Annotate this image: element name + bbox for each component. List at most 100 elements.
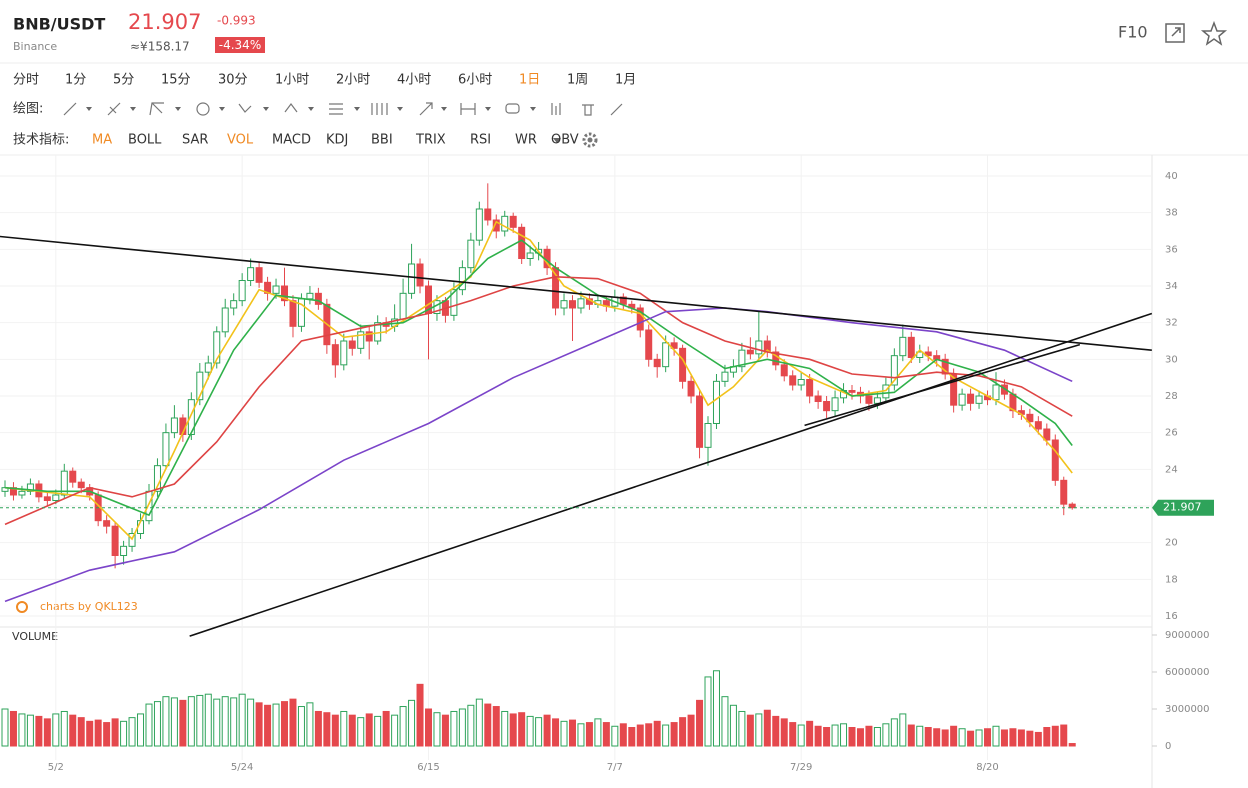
volume-bar [264,704,272,747]
f10-button[interactable]: F10 [1118,23,1148,42]
candle-body [789,375,797,386]
candle-body [475,208,483,241]
candle-body [348,340,356,349]
volume-bar [712,670,720,747]
cny-price: ≈¥158.17 [130,40,190,54]
period-tab[interactable]: 4小时 [397,73,431,88]
candle-body [255,267,263,283]
draw-tools[interactable] [63,102,623,116]
indicator-tab[interactable]: VOL [227,133,254,148]
period-tab[interactable]: 1日 [519,73,540,88]
candle-body [331,344,339,366]
indicator-tab[interactable]: SAR [182,133,208,148]
volume-bar [916,725,924,747]
candle-body [467,239,475,269]
candle-body [281,285,289,302]
period-tab[interactable]: 2小时 [336,73,370,88]
candle-body [272,285,280,294]
candle-body [408,263,416,294]
period-tab[interactable]: 1周 [567,73,588,88]
fullscreen-icon[interactable] [1165,23,1185,43]
volume-bar [331,714,339,747]
volume-bar [975,729,983,747]
candle-body [806,379,814,397]
indicator-tab[interactable]: WR [515,133,537,148]
candle-body [526,252,534,259]
indicator-tab[interactable]: MACD [272,133,311,148]
candle-body [399,292,407,320]
volume-bar [1,708,9,747]
change: -0.993 [217,14,256,28]
period-tab[interactable]: 1分 [65,73,86,88]
volume-bar [585,722,593,747]
volume-bar [823,727,831,747]
volume-tick-label: 0 [1165,741,1171,752]
candle-body [77,481,85,489]
volume-bar [670,722,678,747]
volume-bar [52,713,60,747]
candle-body [696,395,704,448]
volume-bar [848,727,856,747]
candle-body [967,393,975,404]
volume-bar [856,728,864,747]
candle-body [18,490,26,496]
volume-bar [1017,729,1025,747]
volume-bar [526,715,534,747]
volume-bar [814,725,822,747]
period-tab[interactable]: 5分 [113,73,134,88]
moving-average-line [4,220,1073,541]
candle-body [162,432,170,467]
candle-body [899,336,907,357]
volume-bar [289,698,297,747]
dropdown-arrows[interactable] [86,107,561,143]
moving-average-line [4,276,1073,526]
indicator-tab[interactable]: BBI [371,133,393,148]
period-tab[interactable]: 分时 [13,73,39,88]
indicator-tab[interactable]: TRIX [415,133,446,148]
candle-body [577,298,585,309]
volume-bar [941,729,949,747]
exchange: Binance [13,40,57,53]
change-pct: -4.34% [219,38,261,52]
period-tab[interactable]: 1小时 [275,73,309,88]
candle-body [679,347,687,382]
volume-bar [763,709,771,747]
period-tab[interactable]: 15分 [161,73,191,88]
period-tab[interactable]: 6小时 [458,73,492,88]
favorite-icon[interactable] [1200,20,1228,46]
indicator-tab[interactable]: OBV [551,133,579,148]
candle-body [1034,421,1042,430]
volume-bar [890,718,898,747]
last-price-badge [1152,499,1214,516]
period-tab[interactable]: 30分 [218,73,248,88]
last-price-label: 21.907 [1163,501,1202,514]
candle-body [941,358,949,375]
volume-bar [696,699,704,747]
indicator-tab[interactable]: KDJ [326,133,348,148]
volume-bar [18,713,26,747]
settings-icon[interactable] [582,132,598,148]
volume-bar [433,712,441,747]
volume-bar [221,696,229,747]
indicator-tab[interactable]: RSI [470,133,491,148]
candle-body [653,358,661,368]
indicator-tab[interactable]: MA [92,133,112,148]
volume-bar [170,697,178,747]
y-tick-label: 20 [1165,538,1178,549]
period-tab[interactable]: 1月 [615,73,636,88]
volume-bar [984,728,992,747]
candle-body [221,307,229,333]
volume-bar [831,724,839,747]
indicator-tab[interactable]: BOLL [128,133,162,148]
volume-bar [797,724,805,747]
candle-body [1051,439,1059,481]
volume-bar [873,727,881,747]
candle-body [247,267,255,281]
volume-bar [441,714,449,747]
volume-bar [518,712,526,747]
volume-bar [628,727,636,747]
volume-bar [721,696,729,747]
volume-bar [196,694,204,747]
volume-bar [577,723,585,747]
